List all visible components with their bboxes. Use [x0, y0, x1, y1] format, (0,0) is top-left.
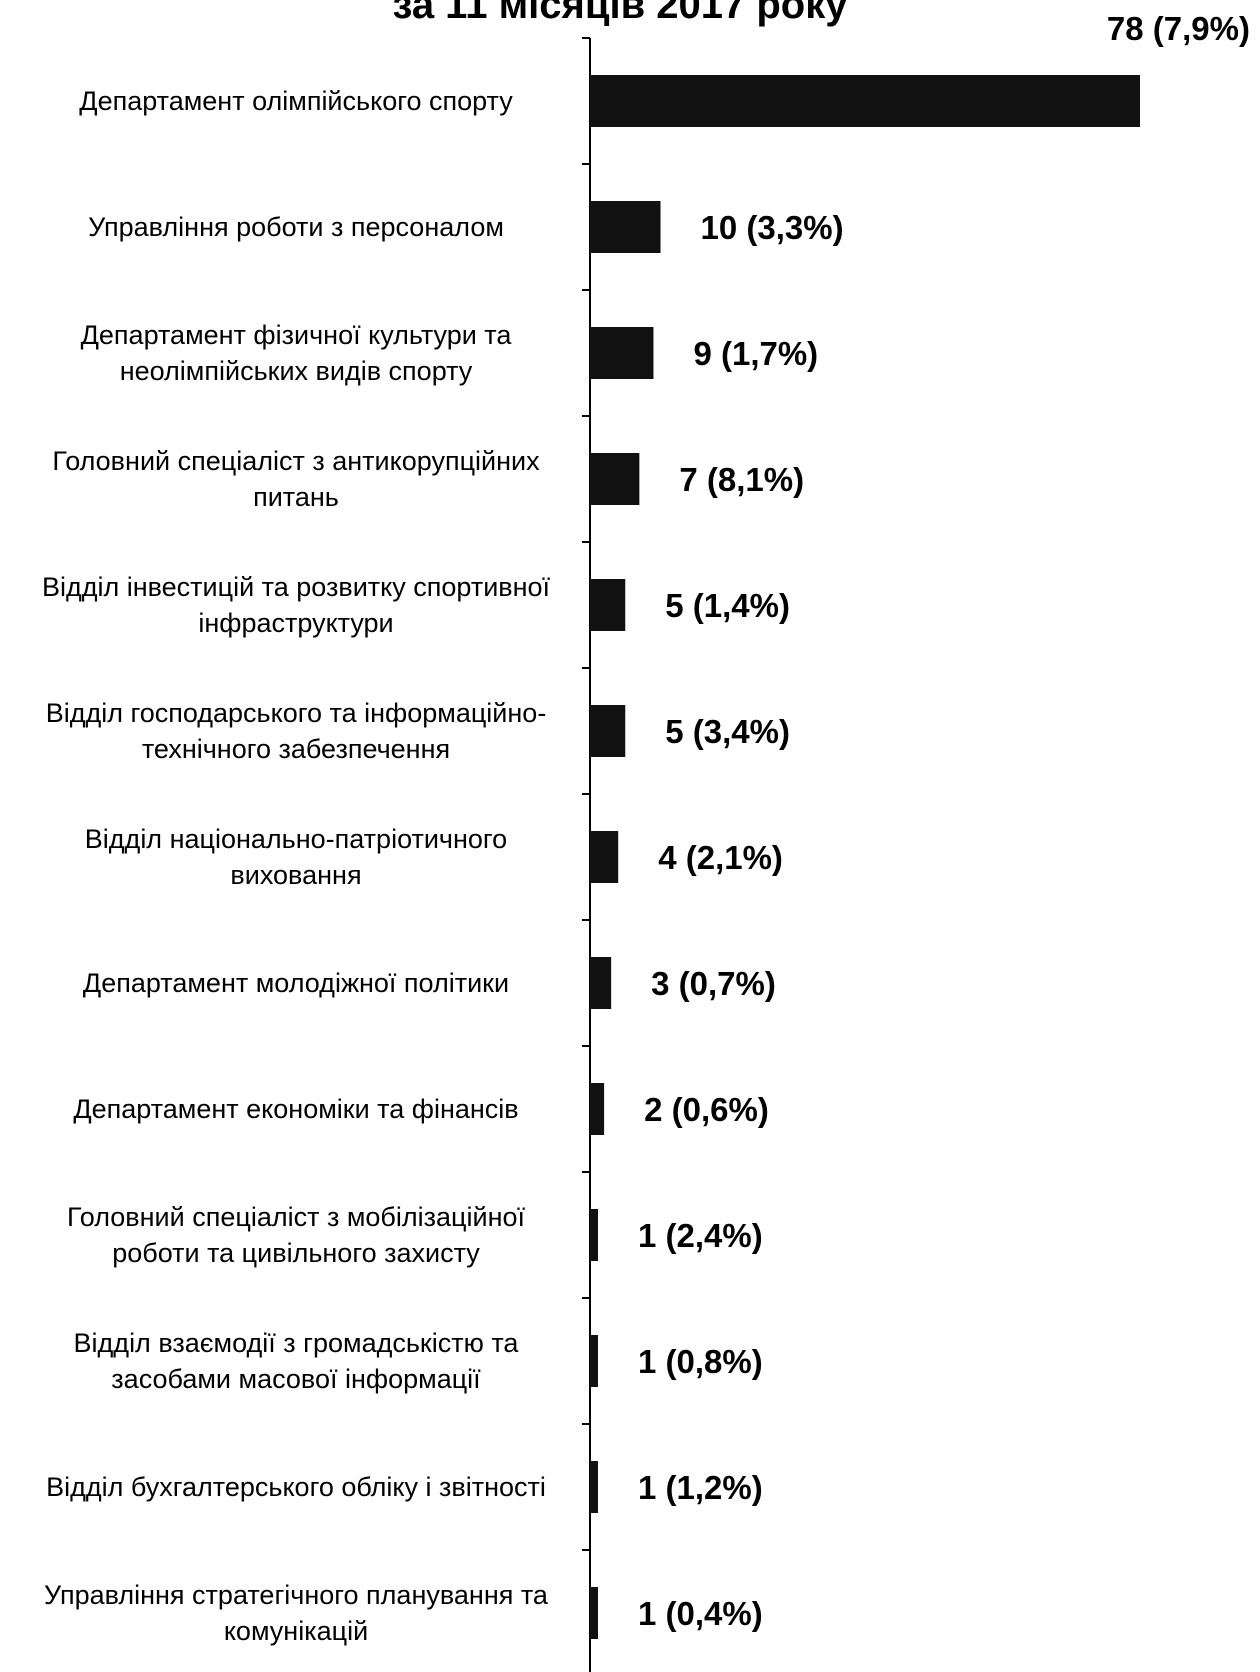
category-label-line: Головний спеціаліст з мобілізаційної: [67, 1202, 526, 1232]
data-label: 2 (0,6%): [644, 1091, 769, 1128]
category-label-line: питань: [253, 482, 339, 512]
category-label: Департамент олімпійського спорту: [79, 86, 513, 116]
category-label: Головний спеціаліст з мобілізаційної робо…: [67, 1202, 526, 1268]
category-label: Відділ взаємодії з громадськістю та засоб…: [74, 1328, 520, 1394]
data-label: 7 (8,1%): [679, 461, 804, 498]
bar: [590, 705, 626, 757]
chart-title: за 11 місяців 2017 року: [392, 0, 848, 27]
bar: [590, 1587, 598, 1639]
data-label: 3 (0,7%): [651, 965, 776, 1002]
category-label-line: Головний спеціаліст з антикорупційних: [52, 446, 540, 476]
category-label: Відділ господарського та інформаційно-те…: [46, 698, 547, 764]
bar: [590, 453, 640, 505]
bar: [590, 75, 1140, 127]
chart-marks: Департамент олімпійського спорту 78 (7,9%…: [42, 10, 1250, 1646]
category-label-line: Департамент економіки та фінансів: [73, 1094, 518, 1124]
category-label-line: Управління роботи з персоналом: [88, 212, 504, 242]
category-label: Головний спеціаліст з антикорупційних пит…: [52, 446, 540, 512]
category-label-line: неолімпійських видів спорту: [120, 356, 473, 386]
category-label-line: Департамент фізичної культури та: [81, 320, 513, 350]
bar: [590, 327, 654, 379]
data-label: 78 (7,9%): [1107, 10, 1250, 47]
data-label: 9 (1,7%): [693, 335, 818, 372]
category-label-line: Відділ національно-патріотичного: [85, 824, 507, 854]
bar: [590, 1209, 598, 1261]
data-label: 1 (0,8%): [638, 1343, 763, 1380]
category-label-line: виховання: [230, 860, 361, 890]
category-label: Відділ національно-патріотичного вихованн…: [85, 824, 507, 890]
category-label: Департамент молодіжної політики: [83, 968, 509, 998]
category-label: Відділ інвестицій та розвитку спортивної…: [42, 572, 551, 638]
data-label: 5 (1,4%): [665, 587, 790, 624]
category-label-line: Департамент олімпійського спорту: [79, 86, 513, 116]
category-label-line: Відділ взаємодії з громадськістю та: [74, 1328, 520, 1358]
category-label-line: Відділ господарського та інформаційно-: [46, 698, 547, 728]
data-label: 1 (0,4%): [638, 1595, 763, 1632]
bar: [590, 957, 612, 1009]
category-label-line: інфраструктури: [198, 608, 393, 638]
bar: [590, 579, 626, 631]
category-label: Відділ бухгалтерського обліку і звітност…: [46, 1472, 546, 1502]
category-label: Управління стратегічного планування та ко…: [44, 1580, 549, 1646]
data-label: 1 (2,4%): [638, 1217, 763, 1254]
bar: [590, 1335, 598, 1387]
data-label: 4 (2,1%): [658, 839, 783, 876]
category-label: Управління роботи з персоналом: [88, 212, 504, 242]
category-label-line: Відділ інвестицій та розвитку спортивної: [42, 572, 551, 602]
category-label-line: Департамент молодіжної політики: [83, 968, 509, 998]
category-label-line: Управління стратегічного планування та: [44, 1580, 549, 1610]
bar: [590, 1461, 598, 1513]
data-label: 5 (3,4%): [665, 713, 790, 750]
data-label: 1 (1,2%): [638, 1469, 763, 1506]
category-label-line: технічного забезпечення: [142, 734, 450, 764]
category-label: Департамент економіки та фінансів: [73, 1094, 518, 1124]
category-label: Департамент фізичної культури та неолімпі…: [81, 320, 513, 386]
category-label-line: комунікацій: [224, 1616, 368, 1646]
category-label-line: роботи та цивільного захисту: [112, 1238, 480, 1268]
bar: [590, 831, 619, 883]
category-label-line: Відділ бухгалтерського обліку і звітност…: [46, 1472, 546, 1502]
data-label: 10 (3,3%): [701, 209, 844, 246]
category-label-line: засобами масової інформації: [111, 1364, 481, 1394]
bar: [590, 1083, 605, 1135]
bar: [590, 201, 661, 253]
